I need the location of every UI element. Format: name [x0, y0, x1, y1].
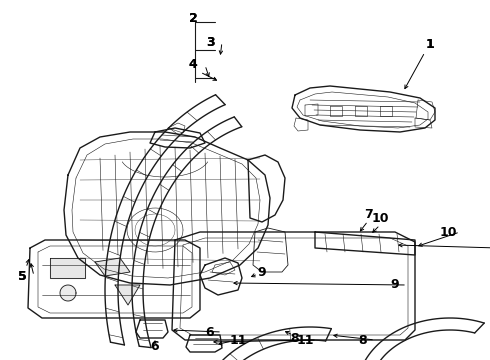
Text: 3: 3: [206, 36, 214, 49]
Text: 5: 5: [18, 270, 26, 283]
Text: 2: 2: [189, 12, 197, 24]
Text: 4: 4: [189, 58, 197, 72]
Text: 9: 9: [391, 279, 399, 292]
Text: 9: 9: [258, 266, 266, 279]
Polygon shape: [50, 258, 85, 278]
Polygon shape: [115, 285, 140, 305]
Text: 1: 1: [426, 37, 434, 50]
Text: 1: 1: [426, 37, 434, 50]
Text: 10: 10: [439, 225, 457, 238]
Text: 11: 11: [296, 333, 314, 346]
Text: 6: 6: [206, 325, 214, 338]
Text: 7: 7: [364, 208, 372, 221]
Polygon shape: [95, 258, 130, 276]
Polygon shape: [60, 285, 76, 301]
Text: 5: 5: [18, 270, 26, 283]
Text: 8: 8: [359, 333, 368, 346]
Text: 10: 10: [371, 211, 389, 225]
Text: 2: 2: [189, 12, 197, 24]
Text: 11: 11: [229, 333, 247, 346]
Text: 3: 3: [206, 36, 214, 49]
Text: 4: 4: [189, 58, 197, 72]
Text: 8: 8: [291, 332, 299, 345]
Text: 6: 6: [151, 339, 159, 352]
